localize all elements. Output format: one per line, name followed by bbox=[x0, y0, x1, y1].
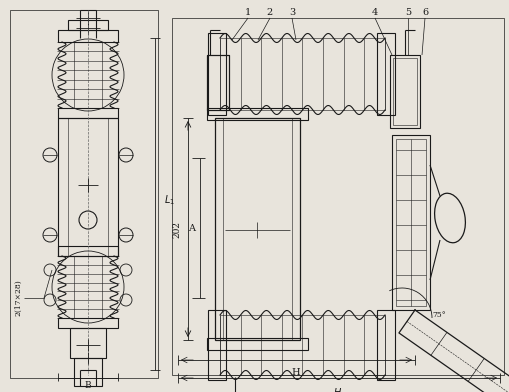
Bar bbox=[222, 118, 292, 340]
Bar bbox=[219, 38, 384, 110]
Text: 5: 5 bbox=[404, 8, 410, 17]
Text: 1: 1 bbox=[244, 8, 250, 17]
Bar bbox=[74, 42, 102, 108]
Bar bbox=[207, 108, 307, 120]
Bar bbox=[74, 256, 102, 318]
Text: 6: 6 bbox=[421, 8, 427, 17]
Bar bbox=[207, 55, 229, 110]
Bar bbox=[207, 338, 307, 350]
Bar bbox=[207, 55, 229, 110]
Bar bbox=[68, 118, 108, 256]
Bar bbox=[58, 246, 118, 256]
Text: 2(17×28): 2(17×28) bbox=[14, 279, 22, 316]
Bar bbox=[70, 328, 106, 358]
Text: H: H bbox=[291, 368, 300, 377]
Text: $L_1$: $L_1$ bbox=[164, 193, 175, 207]
Text: B: B bbox=[84, 381, 91, 390]
Bar bbox=[208, 33, 225, 115]
Text: 4: 4 bbox=[371, 8, 377, 17]
Bar bbox=[395, 139, 425, 306]
Text: 202: 202 bbox=[172, 221, 181, 238]
Bar bbox=[376, 310, 394, 380]
Bar bbox=[219, 315, 384, 375]
Bar bbox=[391, 135, 429, 310]
Text: 2: 2 bbox=[266, 8, 273, 17]
Bar bbox=[172, 18, 503, 375]
Bar bbox=[68, 20, 108, 30]
Bar bbox=[389, 55, 419, 128]
Text: 3: 3 bbox=[288, 8, 295, 17]
Text: $H_1$: $H_1$ bbox=[332, 386, 345, 392]
Bar bbox=[215, 118, 299, 340]
Bar bbox=[376, 33, 394, 115]
Bar bbox=[58, 318, 118, 328]
Bar bbox=[392, 58, 416, 125]
Bar bbox=[10, 10, 158, 378]
Bar bbox=[74, 358, 102, 386]
Bar bbox=[58, 118, 118, 256]
Bar bbox=[58, 30, 118, 42]
Bar bbox=[208, 310, 225, 380]
Text: 75°: 75° bbox=[431, 311, 445, 319]
Bar bbox=[58, 108, 118, 118]
Text: A: A bbox=[188, 223, 194, 232]
